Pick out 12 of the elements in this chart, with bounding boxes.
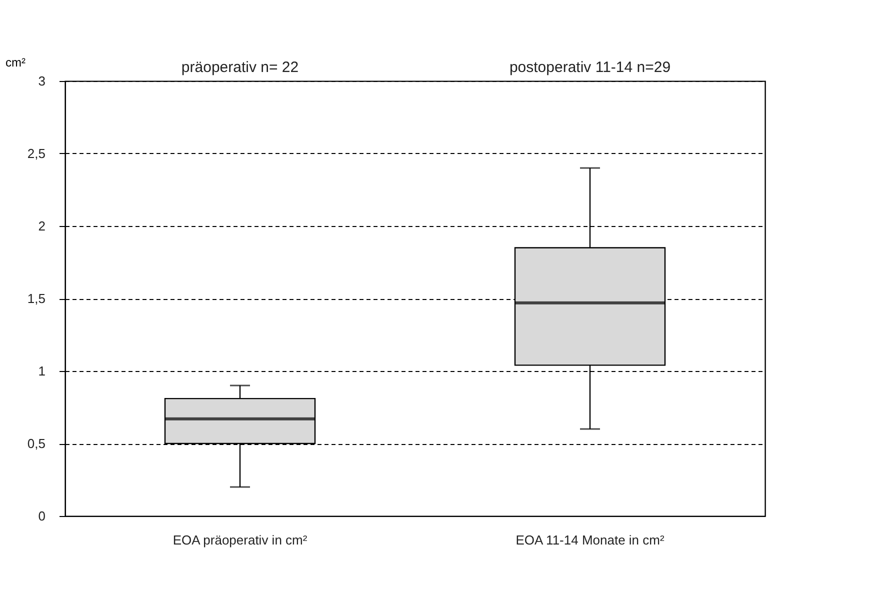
x-tick-label: EOA 11-14 Monate in cm² — [516, 532, 665, 548]
y-tick-label: 2,5 — [27, 146, 46, 161]
y-tick-label: 1,5 — [27, 291, 46, 306]
y-tick-label: 2 — [38, 218, 46, 234]
y-tick-label: 1 — [38, 364, 46, 378]
y-tick-label: 0 — [38, 508, 46, 524]
y-tick-label: 3 — [38, 74, 46, 88]
y-axis-title: cm² — [6, 56, 26, 70]
x-tick-label: EOA präoperativ in cm² — [172, 532, 308, 548]
text: postoperativ 11-14 n=29 — [509, 59, 671, 76]
y-tick-label: 0,5 — [27, 436, 46, 451]
text: präoperativ n= 22 — [181, 59, 299, 76]
